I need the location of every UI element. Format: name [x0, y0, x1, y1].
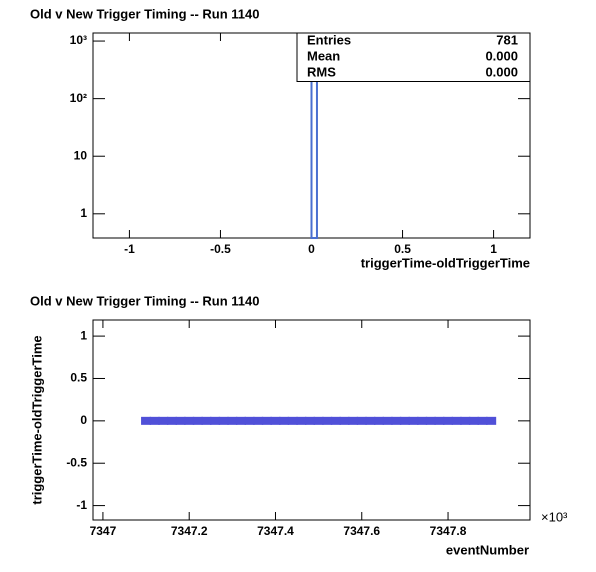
- stats-value: 0.000: [485, 64, 518, 79]
- data-point: [201, 416, 212, 425]
- data-point: [391, 416, 402, 425]
- x-axis-label: triggerTime-oldTriggerTime: [361, 255, 530, 270]
- data-point: [477, 416, 488, 425]
- data-point: [348, 416, 359, 425]
- x-tick-label: -0.5: [210, 242, 231, 256]
- data-point: [149, 416, 160, 425]
- data-point: [374, 416, 385, 425]
- data-point: [443, 416, 454, 425]
- plot-frame: [92, 319, 531, 521]
- stats-box: [296, 32, 531, 82]
- data-point: [227, 416, 238, 425]
- data-point: [365, 416, 376, 425]
- x-exponent: ×10³: [541, 509, 568, 524]
- stats-value: 0.000: [485, 48, 518, 63]
- data-point: [210, 416, 221, 425]
- data-point: [261, 416, 272, 425]
- x-tick-label: 7347.4: [257, 524, 294, 538]
- data-point: [460, 416, 471, 425]
- y-tick-label: 10²: [70, 91, 87, 105]
- data-point: [322, 416, 333, 425]
- data-point: [313, 416, 324, 425]
- y-tick-label: 0: [80, 413, 87, 427]
- stats-name: Entries: [307, 32, 351, 47]
- x-tick-label: 7347.8: [430, 524, 467, 538]
- data-point: [356, 416, 367, 425]
- x-tick-label: 0: [308, 242, 315, 256]
- x-tick-label: 7347.6: [343, 524, 380, 538]
- stats-value: 781: [496, 32, 518, 47]
- data-point: [141, 416, 152, 425]
- y-tick-label: 0.5: [70, 371, 87, 385]
- data-point: [192, 416, 203, 425]
- data-point: [218, 416, 229, 425]
- data-point: [235, 416, 246, 425]
- data-point: [296, 416, 307, 425]
- data-point: [434, 416, 445, 425]
- data-point: [339, 416, 350, 425]
- x-tick-label: 7347.2: [171, 524, 208, 538]
- data-point: [382, 416, 393, 425]
- stats-name: RMS: [307, 64, 336, 79]
- data-point: [330, 416, 341, 425]
- y-tick-label: 1: [80, 328, 87, 342]
- y-tick-label: 10³: [70, 33, 87, 47]
- data-point: [253, 416, 264, 425]
- chart-title: Old v New Trigger Timing -- Run 1140: [30, 6, 259, 21]
- y-tick-label: -1: [76, 498, 87, 512]
- data-point: [408, 416, 419, 425]
- x-tick-label: 0.5: [394, 242, 411, 256]
- stats-name: Mean: [307, 48, 340, 63]
- data-point: [417, 416, 428, 425]
- data-point: [175, 416, 186, 425]
- data-point: [287, 416, 298, 425]
- x-tick-label: 7347: [90, 524, 117, 538]
- x-tick-label: -1: [124, 242, 135, 256]
- data-point: [451, 416, 462, 425]
- y-axis-label: triggerTime-oldTriggerTime: [29, 335, 44, 504]
- y-tick-label: 10: [74, 148, 88, 162]
- x-tick-label: 1: [490, 242, 497, 256]
- x-axis-label: eventNumber: [446, 542, 529, 557]
- data-point: [304, 416, 315, 425]
- data-point: [244, 416, 255, 425]
- data-point: [399, 416, 410, 425]
- y-tick-label: -0.5: [66, 455, 87, 469]
- data-point: [486, 416, 497, 425]
- data-point: [425, 416, 436, 425]
- y-tick-label: 1: [80, 206, 87, 220]
- data-point: [184, 416, 195, 425]
- data-point: [166, 416, 177, 425]
- data-point: [468, 416, 479, 425]
- data-point: [270, 416, 281, 425]
- chart-title: Old v New Trigger Timing -- Run 1140: [30, 293, 259, 308]
- data-point: [279, 416, 290, 425]
- data-point: [158, 416, 169, 425]
